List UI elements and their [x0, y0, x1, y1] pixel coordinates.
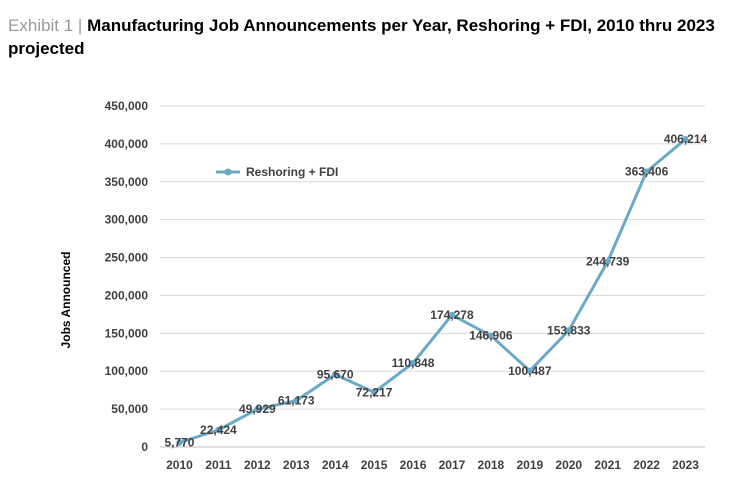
y-tick-label: 150,000 [105, 326, 149, 340]
data-label: 146,906 [469, 329, 513, 343]
data-point [293, 397, 300, 404]
data-point [526, 367, 534, 375]
y-tick-label: 450,000 [105, 99, 149, 113]
data-point [604, 258, 611, 265]
data-point [409, 359, 417, 367]
data-point [370, 389, 378, 396]
x-tick-label: 2010 [166, 458, 193, 472]
data-point [487, 332, 495, 339]
data-label: 174,278 [430, 308, 474, 322]
x-tick-label: 2019 [516, 458, 543, 472]
series-group [176, 135, 689, 446]
data-point [682, 135, 689, 143]
x-tick-label: 2018 [478, 458, 505, 472]
data-point [331, 371, 339, 378]
chart-title: Manufacturing Job Announcements per Year… [8, 16, 715, 58]
data-label: 244,739 [586, 255, 630, 269]
x-tick-label: 2011 [205, 458, 231, 472]
y-axis-label: Jobs Announced [59, 252, 73, 349]
data-label: 5,770 [164, 436, 194, 450]
data-label: 100,487 [508, 364, 552, 378]
x-tick-label: 2013 [283, 458, 310, 472]
x-tick-label: 2014 [322, 458, 349, 472]
x-tick-label: 2021 [594, 458, 621, 472]
data-point [448, 311, 456, 319]
y-tick-label: 50,000 [111, 402, 148, 416]
data-point [254, 405, 261, 413]
legend-label: Reshoring + FDI [246, 165, 338, 179]
y-tick-label: 400,000 [105, 137, 149, 151]
data-label: 22,424 [200, 423, 237, 437]
y-tick-label: 0 [141, 440, 148, 454]
x-tick-label: 2017 [439, 458, 466, 472]
x-tick-label: 2012 [244, 458, 271, 472]
chart-title-block: Exhibit 1 | Manufacturing Job Announceme… [8, 14, 743, 60]
legend-dot-marker [224, 168, 232, 176]
x-tick-label: 2016 [400, 458, 427, 472]
y-axis-ticks: 0 50,000 100,000 150,000 200,000 250,000 300,0… [105, 99, 149, 454]
x-tick-label: 2015 [361, 458, 388, 472]
x-axis-ticks: 2010 2011 2012 2013 2014 2015 2016 2017 2018 2019… [166, 458, 699, 472]
series-line [177, 137, 688, 445]
y-tick-label: 250,000 [105, 251, 149, 265]
data-point [176, 439, 183, 446]
data-point [565, 327, 572, 334]
data-label: 95,670 [317, 368, 354, 382]
data-label: 110,848 [392, 356, 435, 370]
exhibit-prefix: Exhibit 1 | [8, 16, 83, 35]
data-point [643, 168, 650, 175]
y-tick-label: 300,000 [105, 213, 149, 227]
x-tick-label: 2022 [633, 458, 660, 472]
data-point [215, 426, 222, 434]
gridlines [160, 105, 705, 448]
data-label: 363,406 [625, 165, 669, 179]
data-label: 406,214 [664, 132, 708, 146]
legend: Reshoring + FDI [216, 165, 338, 179]
y-tick-label: 100,000 [105, 364, 149, 378]
data-label: 72,217 [356, 385, 393, 399]
x-tick-label: 2020 [555, 458, 582, 472]
y-tick-label: 200,000 [105, 288, 149, 302]
data-label: 153,833 [547, 323, 591, 337]
data-label: 49,929 [239, 402, 276, 416]
y-tick-label: 350,000 [105, 175, 149, 189]
x-tick-label: 2023 [672, 458, 699, 472]
data-label: 61,173 [278, 394, 315, 408]
